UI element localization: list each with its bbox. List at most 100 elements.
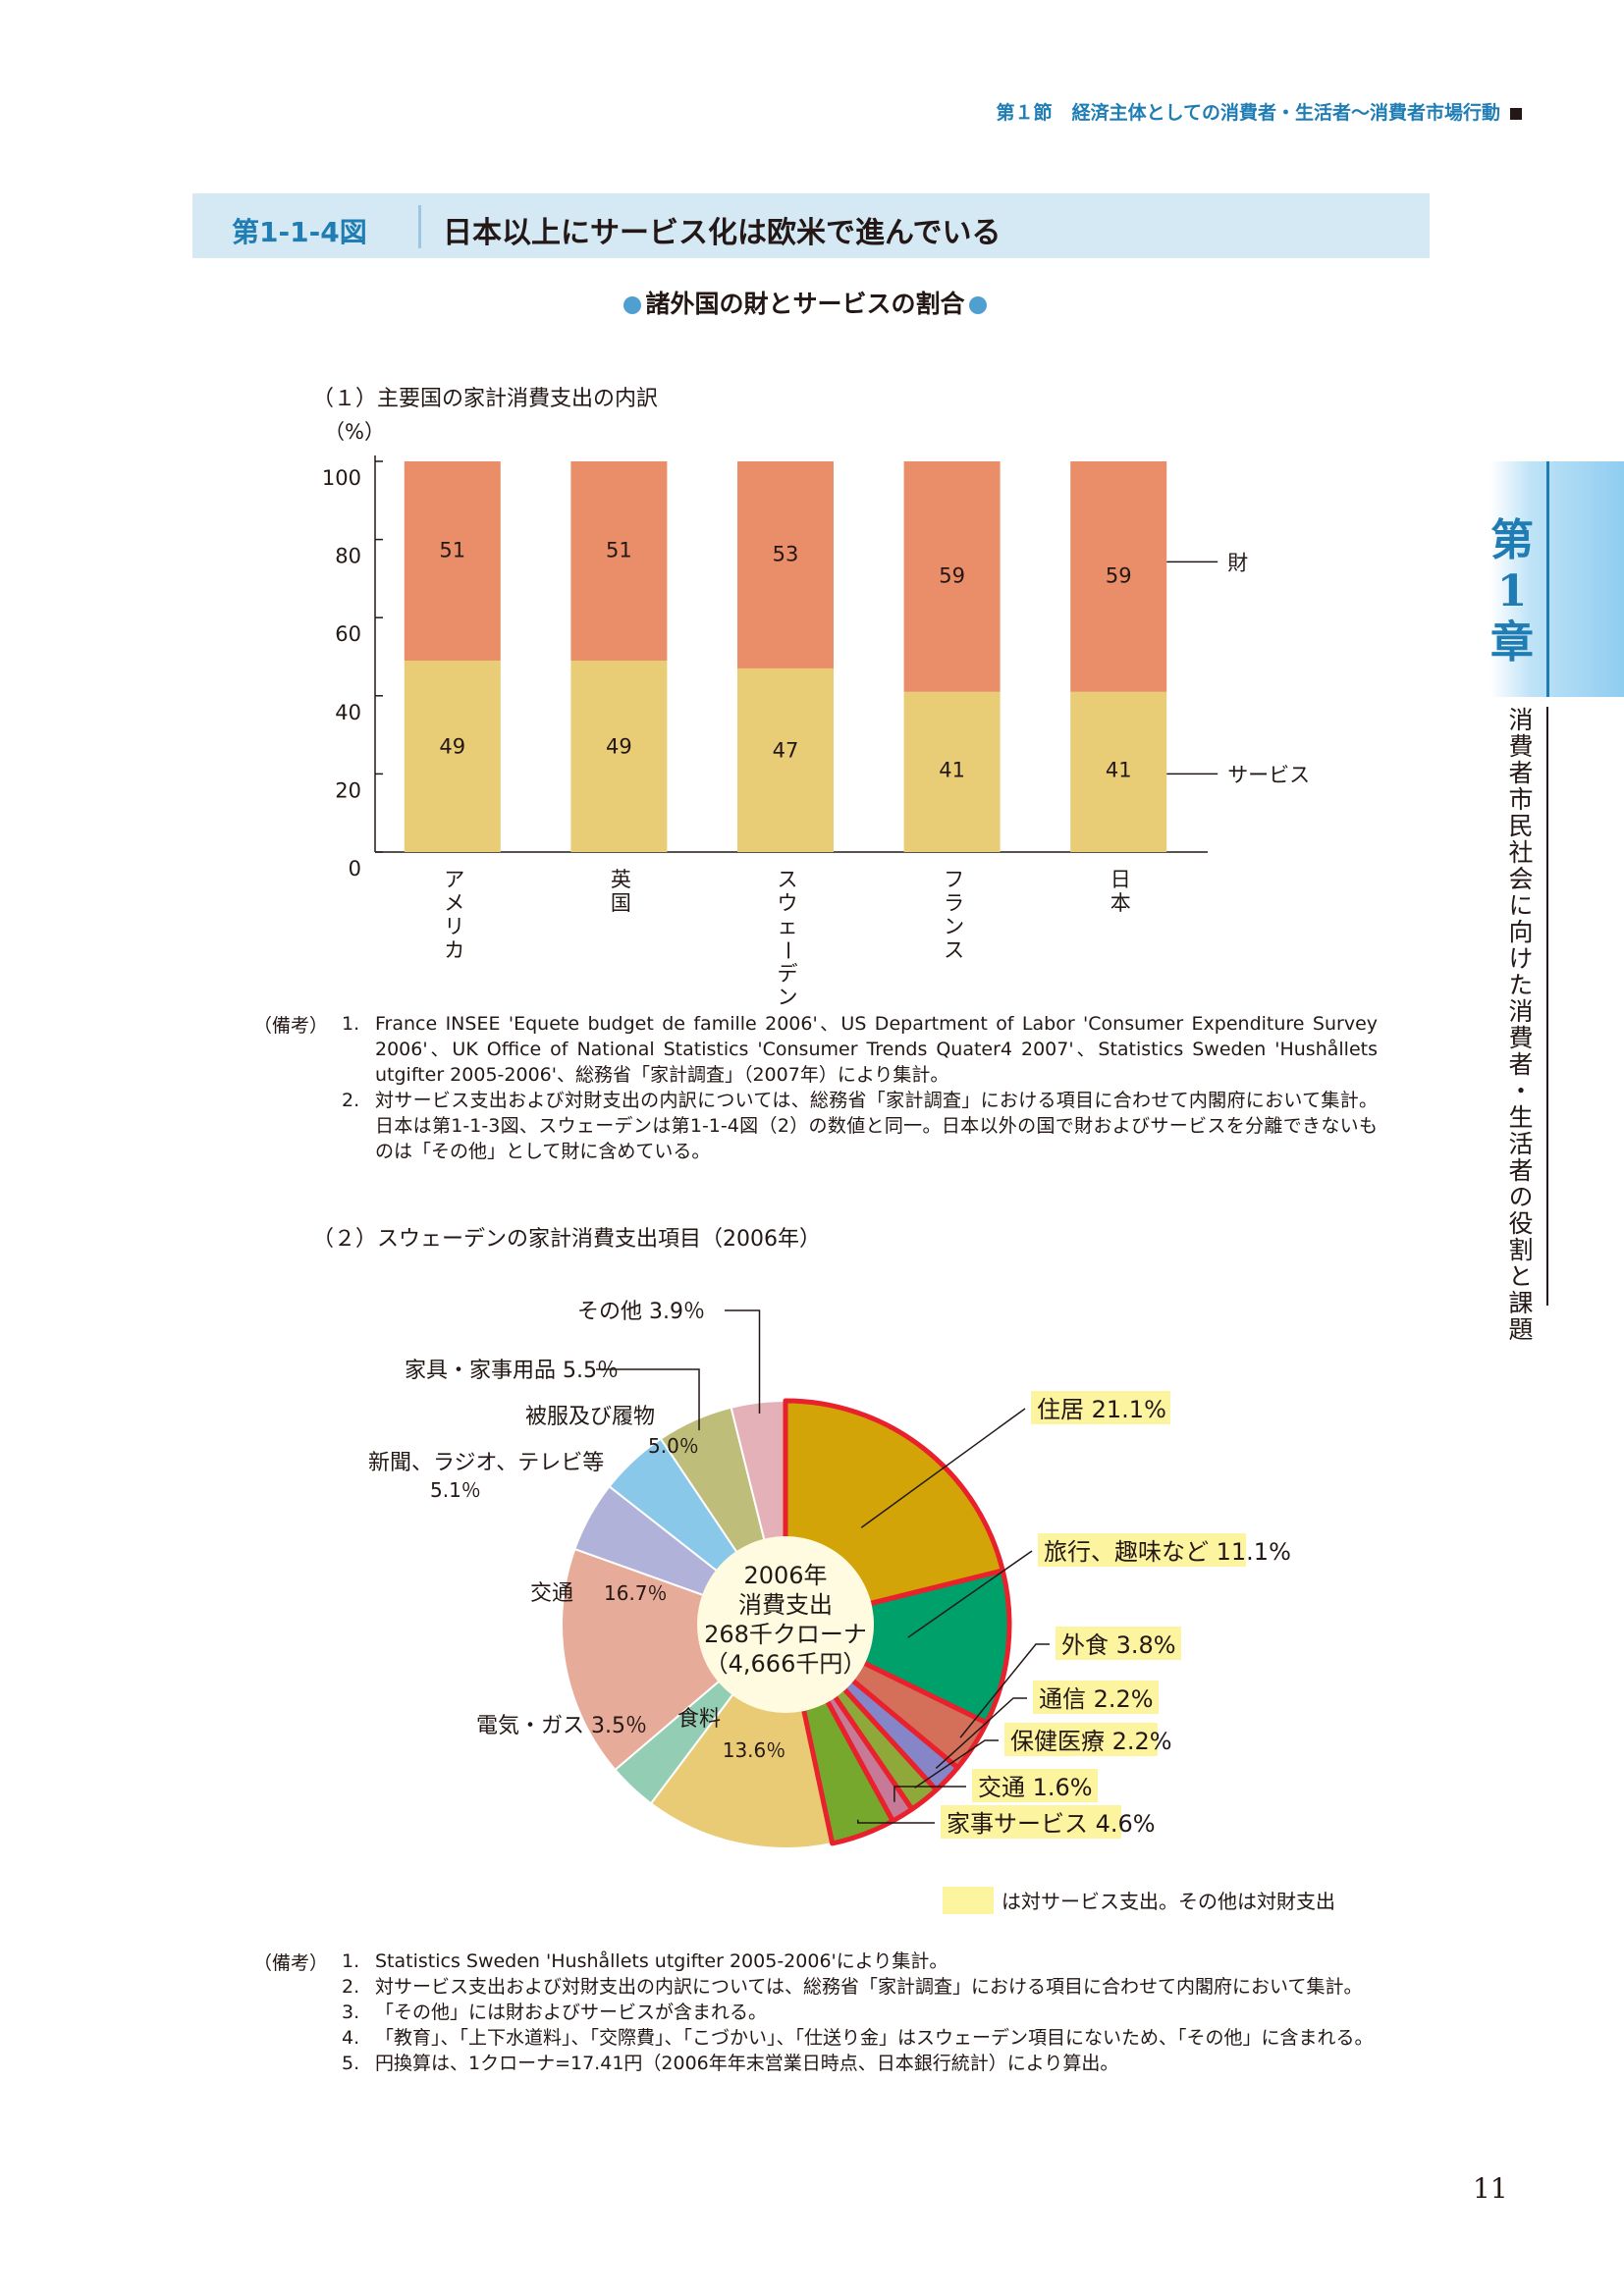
bar-services-value: 41 (1106, 758, 1132, 781)
y-tick-label: 0 (349, 857, 361, 881)
y-tick-label: 100 (322, 466, 361, 490)
note-text: 円換算は、1クローナ=17.41円（2006年年末営業日時点、日本銀行統計）によ… (375, 2053, 1119, 2074)
pie-center-label: 2006年 (743, 1562, 827, 1589)
notes1-label: （備考） (253, 1015, 329, 1037)
bar-services (404, 660, 501, 852)
pie-section-title: （２）スウェーデンの家計消費支出項目（2006年） (312, 1227, 821, 1252)
bar-goods-value: 59 (939, 563, 965, 587)
legend-note: は対サービス支出。その他は対財支出 (1001, 1890, 1335, 1913)
service-slice-outline (801, 1700, 895, 1846)
x-category-label: ラ (944, 891, 964, 915)
page-number: 11 (1473, 2172, 1508, 2205)
bullet-dot-icon (968, 296, 987, 314)
legend-services-label: サービス (1227, 763, 1310, 786)
chapter-label-char: 第 (1490, 515, 1534, 565)
legend-goods-label: 財 (1227, 551, 1248, 574)
pie-center-label: 消費支出 (738, 1591, 833, 1619)
x-category-label: 本 (1110, 891, 1131, 915)
note-number: 3. (342, 2002, 360, 2023)
bullet-dot-icon (623, 296, 642, 314)
chapter-tab-rule (1546, 461, 1549, 697)
running-head-title: 経済主体としての消費者・生活者〜消費者市場行動 (1071, 102, 1500, 124)
service-callout-label: 家事サービス 4.6% (947, 1810, 1156, 1838)
note-text: 「教育」、「上下水道料」、「交際費」、「こづかい」、「仕送り金」はスウェーデン項… (375, 2027, 1374, 2049)
note-number: 2. (342, 1090, 360, 1111)
y-tick-label: 60 (335, 622, 361, 646)
x-category-label: 日 (1110, 868, 1131, 891)
bar-services (1070, 691, 1167, 852)
service-highlight-box (1031, 1391, 1170, 1424)
service-callout-label: 保健医療 2.2% (1010, 1728, 1172, 1755)
service-callout-line (914, 1739, 999, 1789)
chapter-side-text: 消費者市民社会に向けた消費者・生活者の役割と課題 (1505, 707, 1534, 1343)
note-text: 「その他」には財およびサービスが含まれる。 (375, 2002, 768, 2023)
chapter-label-char: 章 (1490, 617, 1534, 667)
chapter-label-char: 1 (1496, 566, 1528, 616)
x-category-label: ー (776, 940, 799, 961)
x-category-label: フ (944, 868, 964, 891)
service-callout-label: 旅行、趣味など 11.1% (1044, 1538, 1291, 1566)
chapter-tab (1490, 461, 1624, 697)
pie-center-hole (697, 1536, 874, 1713)
bar-goods (570, 461, 668, 661)
service-callout-line (893, 1786, 966, 1802)
x-category-label: デ (778, 962, 798, 986)
note-item: 2. 対サービス支出および対財支出の内訳については、総務省「家計調査」における項目… (342, 1974, 1392, 2000)
service-callout-line (907, 1550, 1033, 1638)
bar-section-title: （１）主要国の家計消費支出の内訳 (312, 387, 659, 411)
bar-goods-value: 53 (773, 542, 799, 565)
note-number: 1. (342, 1013, 360, 1035)
x-category-label: ス (778, 868, 798, 891)
x-category-label: ア (444, 868, 464, 891)
figure-subtitle: 諸外国の財とサービスの割合 (393, 285, 1218, 320)
bar-goods (737, 461, 834, 668)
bar-goods-value: 59 (1106, 563, 1132, 587)
bar-services (737, 667, 834, 852)
service-callout-label: 住居 21.1% (1037, 1396, 1166, 1423)
x-category-label: 英 (611, 868, 631, 891)
service-slice-outline (783, 1398, 1005, 1606)
goods-slice-value: 13.6％ (723, 1738, 786, 1762)
note-text: France INSEE 'Equete budget de famille 2… (375, 1013, 1378, 1086)
note-text: 対サービス支出および対財支出の内訳については、総務省「家計調査」における項目に合… (375, 1976, 1363, 1998)
x-category-label: ン (778, 986, 798, 1006)
service-callout-line (860, 1408, 1026, 1528)
note-number: 2. (342, 1976, 360, 1998)
bar-goods (404, 461, 501, 661)
note-item: 2. 対サービス支出および対財支出の内訳については、総務省「家計調査」における項目… (342, 1088, 1378, 1164)
pie-center-label: 268千クローナ (704, 1621, 867, 1648)
header-divider (418, 205, 421, 248)
service-callout-label: 外食 3.8% (1061, 1631, 1176, 1659)
bar-services-value: 49 (439, 734, 465, 758)
side-rule (1546, 707, 1548, 1306)
goods-slice-value: 5.0％ (648, 1434, 699, 1458)
note-number: 4. (342, 2027, 360, 2049)
goods-slice-label: その他 3.9％ (577, 1300, 705, 1324)
service-callout-line (857, 1819, 935, 1824)
note-item: 1. Statistics Sweden 'Hushållets utgifter… (342, 1949, 1392, 1974)
goods-slice-label: 新聞、ラジオ、テレビ等 (368, 1451, 604, 1475)
figure-header: 第1-1-4図 日本以上にサービス化は欧米で進んでいる (192, 193, 1430, 258)
bar-goods-value: 51 (606, 538, 632, 561)
service-highlight-box (1038, 1533, 1246, 1567)
goods-slice-value: 5.1％ (430, 1478, 481, 1502)
note-item: 1. France INSEE 'Equete budget de famille… (342, 1011, 1378, 1088)
service-highlight-box (972, 1769, 1098, 1802)
goods-callout-line (725, 1309, 761, 1415)
goods-slice-label: 被服及び履物 (525, 1405, 655, 1429)
bar-goods-value: 51 (439, 538, 465, 561)
pie-center-label: （4,666千円） (705, 1650, 867, 1678)
note-item: 3. 「その他」には財およびサービスが含まれる。 (342, 2000, 1392, 2025)
bar-goods (1070, 461, 1167, 692)
service-highlight-box (1033, 1681, 1159, 1714)
x-category-label: 国 (611, 891, 631, 915)
bar-services (570, 660, 668, 852)
bar-services-value: 49 (606, 734, 632, 758)
service-highlight-box (1004, 1723, 1158, 1756)
y-unit-label: （%） (324, 420, 385, 444)
x-category-label: カ (444, 938, 464, 962)
service-callout-label: 通信 2.2% (1039, 1685, 1154, 1713)
square-marker-icon (1510, 107, 1522, 120)
service-callout-line (959, 1643, 1050, 1738)
